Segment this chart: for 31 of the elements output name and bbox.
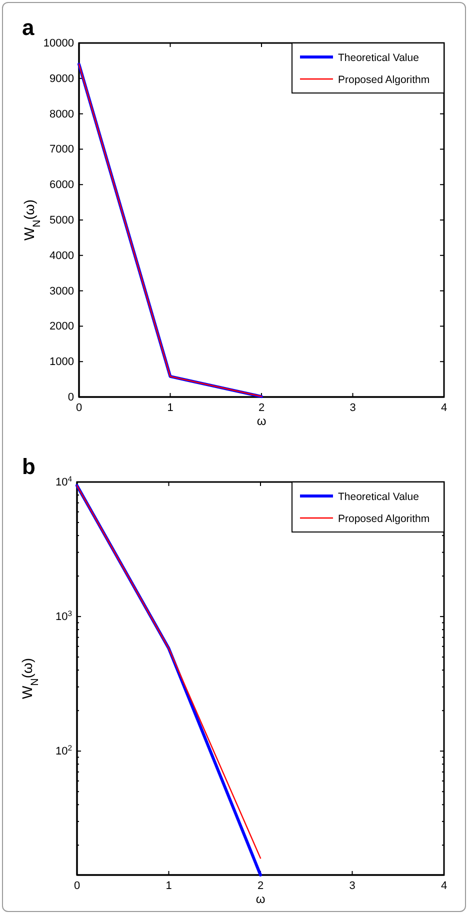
y-tick-label: 0 <box>68 392 74 404</box>
x-tick-label: 2 <box>257 880 264 892</box>
y-tick-label: 10000 <box>43 38 74 50</box>
y-tick-label: 8000 <box>50 108 74 120</box>
x-tick-label: 0 <box>76 402 82 414</box>
y-tick-label: 9000 <box>50 72 74 85</box>
y-tick-label: 4000 <box>50 250 74 262</box>
y-tick-label: 6000 <box>50 179 74 192</box>
x-tick-label: 2 <box>258 402 265 414</box>
x-tick-label: 3 <box>350 402 356 414</box>
text: b <box>22 454 36 479</box>
y-tick-label: 3000 <box>50 285 74 298</box>
x-tick-label: 4 <box>440 880 448 892</box>
legend-label: Proposed Algorithm <box>338 74 430 86</box>
y-tick-label: 10$^{2}$ <box>55 743 72 758</box>
legend-label: Proposed Algorithm <box>338 513 430 525</box>
x-axis-title: ω <box>256 892 266 906</box>
y-tick-label: 5000 <box>50 214 74 227</box>
x-tick-label: 3 <box>349 880 356 892</box>
x-tick-label: 1 <box>166 880 172 892</box>
x-axis-title: ω <box>256 414 266 428</box>
y-tick-label: 10$^{4}$ <box>55 474 73 489</box>
x-tick-label: 1 <box>167 402 174 414</box>
y-tick-label: 1000 <box>50 356 74 368</box>
y-tick-label: 7000 <box>50 144 74 156</box>
text: a <box>22 15 35 40</box>
y-tick-label: 10$^{3}$ <box>55 608 72 624</box>
legend-label: Theoretical Value <box>338 491 420 503</box>
x-tick-label: 4 <box>440 402 448 414</box>
y-tick-label: 2000 <box>50 320 74 333</box>
legend-label: Theoretical Value <box>338 52 420 64</box>
